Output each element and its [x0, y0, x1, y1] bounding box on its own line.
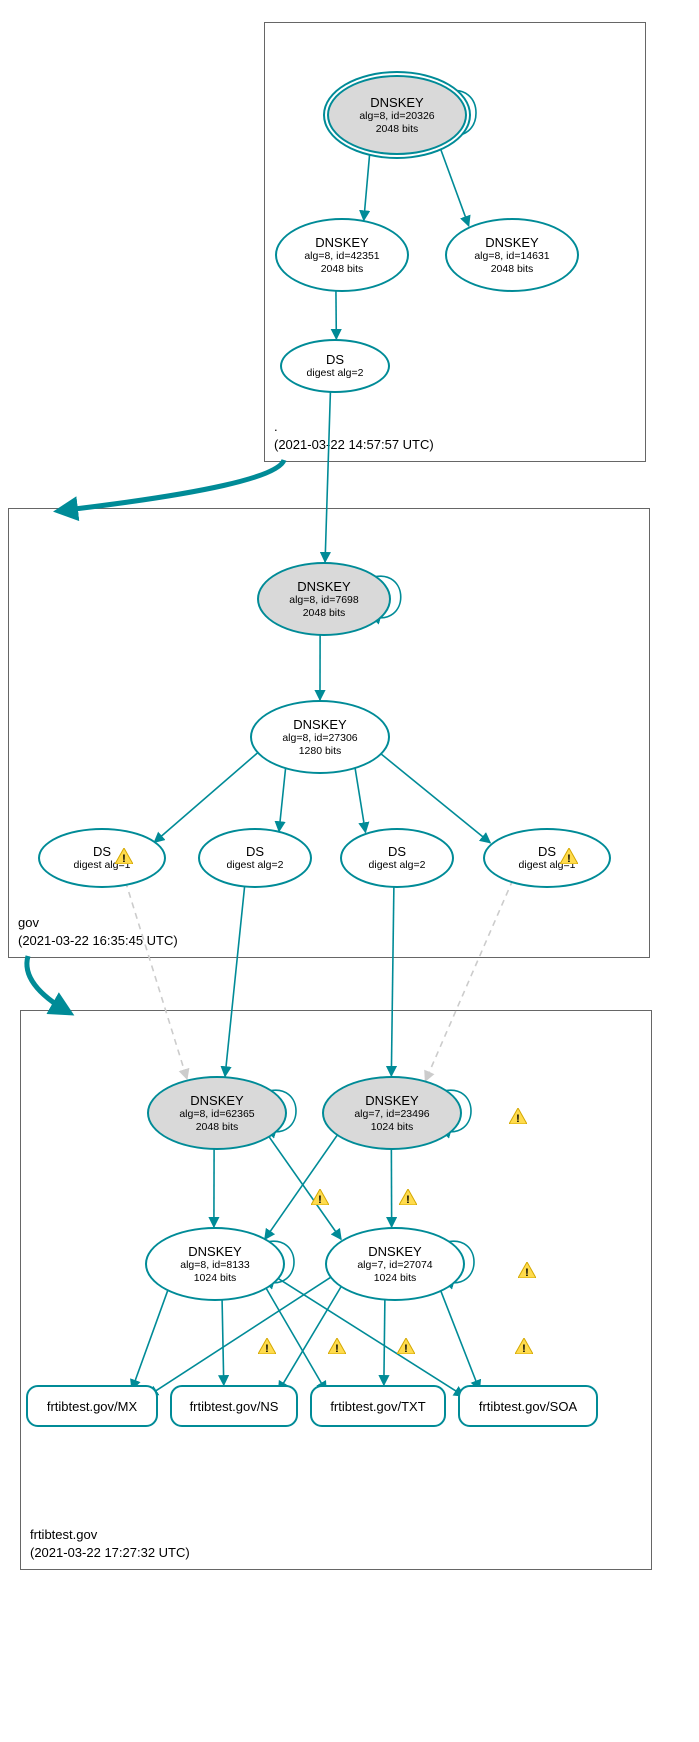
svg-text:!: ! [335, 1343, 339, 1354]
node-sub1: alg=7, id=27074 [357, 1259, 432, 1272]
node-root-zsk2: DNSKEYalg=8, id=146312048 bits [445, 218, 579, 292]
node-sub2: 1024 bits [371, 1121, 414, 1134]
node-sub2: 2048 bits [491, 263, 534, 276]
node-rr-soa: frtibtest.gov/SOA [458, 1385, 598, 1427]
warning-icon: ! [397, 1338, 415, 1354]
node-sub1: alg=8, id=14631 [474, 250, 549, 263]
node-sub1: alg=8, id=27306 [282, 732, 357, 745]
node-sub2: 2048 bits [321, 263, 364, 276]
node-title: DNSKEY [315, 235, 368, 250]
node-gov-zsk: DNSKEYalg=8, id=273061280 bits [250, 700, 390, 774]
node-sub2: 1024 bits [374, 1272, 417, 1285]
node-title: DS [246, 844, 264, 859]
svg-text:!: ! [567, 853, 571, 864]
node-title: DS [388, 844, 406, 859]
node-title: DNSKEY [365, 1093, 418, 1108]
node-ft-ksk2: DNSKEYalg=7, id=234961024 bits [322, 1076, 462, 1150]
svg-text:!: ! [522, 1343, 526, 1354]
node-title: DNSKEY [190, 1093, 243, 1108]
svg-text:!: ! [265, 1343, 269, 1354]
node-sub2: 2048 bits [303, 607, 346, 620]
node-ft-ksk1: DNSKEYalg=8, id=623652048 bits [147, 1076, 287, 1150]
node-gov-ds1: DSdigest alg=1 [38, 828, 166, 888]
node-gov-ds4: DSdigest alg=1 [483, 828, 611, 888]
warning-icon: ! [258, 1338, 276, 1354]
node-sub1: digest alg=2 [307, 367, 364, 380]
node-sub1: alg=8, id=20326 [359, 110, 434, 123]
node-sub2: 1280 bits [299, 745, 342, 758]
node-title: DNSKEY [188, 1244, 241, 1259]
warning-icon: ! [560, 848, 578, 864]
node-title: DNSKEY [370, 95, 423, 110]
warning-icon: ! [399, 1189, 417, 1205]
svg-text:!: ! [525, 1267, 529, 1278]
rr-label: frtibtest.gov/SOA [479, 1399, 577, 1414]
warning-icon: ! [515, 1338, 533, 1354]
node-sub2: 2048 bits [376, 123, 419, 136]
rr-label: frtibtest.gov/MX [47, 1399, 137, 1414]
svg-text:!: ! [406, 1194, 410, 1205]
svg-text:!: ! [516, 1113, 520, 1124]
node-title: DNSKEY [297, 579, 350, 594]
node-sub2: 1024 bits [194, 1272, 237, 1285]
node-rr-mx: frtibtest.gov/MX [26, 1385, 158, 1427]
node-title: DNSKEY [293, 717, 346, 732]
node-gov-ksk: DNSKEYalg=8, id=76982048 bits [257, 562, 391, 636]
node-title: DS [538, 844, 556, 859]
svg-text:!: ! [122, 853, 126, 864]
node-gov-ds2: DSdigest alg=2 [198, 828, 312, 888]
node-sub1: digest alg=2 [369, 859, 426, 872]
warning-icon: ! [518, 1262, 536, 1278]
svg-text:!: ! [318, 1194, 322, 1205]
node-gov-ds3: DSdigest alg=2 [340, 828, 454, 888]
node-sub1: alg=8, id=8133 [180, 1259, 249, 1272]
node-sub1: alg=8, id=7698 [289, 594, 358, 607]
node-rr-txt: frtibtest.gov/TXT [310, 1385, 446, 1427]
node-title: DNSKEY [485, 235, 538, 250]
node-sub2: 2048 bits [196, 1121, 239, 1134]
node-ft-zsk2: DNSKEYalg=7, id=270741024 bits [325, 1227, 465, 1301]
svg-text:!: ! [404, 1343, 408, 1354]
node-rr-ns: frtibtest.gov/NS [170, 1385, 298, 1427]
node-sub1: alg=8, id=42351 [304, 250, 379, 263]
node-title: DNSKEY [368, 1244, 421, 1259]
node-ft-zsk1: DNSKEYalg=8, id=81331024 bits [145, 1227, 285, 1301]
warning-icon: ! [328, 1338, 346, 1354]
node-root-ds: DSdigest alg=2 [280, 339, 390, 393]
node-sub1: alg=7, id=23496 [354, 1108, 429, 1121]
node-sub1: digest alg=2 [227, 859, 284, 872]
node-root-ksk: DNSKEYalg=8, id=203262048 bits [327, 75, 467, 155]
node-sub1: alg=8, id=62365 [179, 1108, 254, 1121]
rr-label: frtibtest.gov/TXT [330, 1399, 425, 1414]
rr-label: frtibtest.gov/NS [190, 1399, 279, 1414]
node-root-zsk1: DNSKEYalg=8, id=423512048 bits [275, 218, 409, 292]
warning-icon: ! [311, 1189, 329, 1205]
warning-icon: ! [509, 1108, 527, 1124]
warning-icon: ! [115, 848, 133, 864]
node-title: DS [93, 844, 111, 859]
node-title: DS [326, 352, 344, 367]
